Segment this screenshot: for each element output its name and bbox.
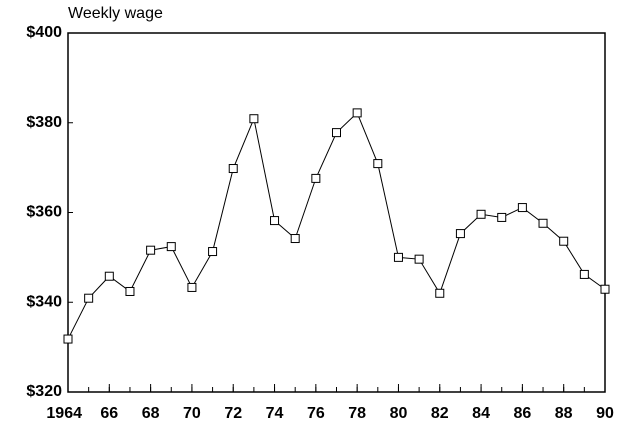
marker <box>352 108 362 118</box>
y-tick-label: $380 <box>26 114 62 131</box>
marker <box>166 242 176 252</box>
marker <box>104 271 114 281</box>
x-tick-label: 80 <box>390 405 408 422</box>
marker <box>208 247 218 257</box>
marker <box>84 293 94 303</box>
marker <box>63 334 73 344</box>
marker <box>579 269 589 279</box>
y-tick-label: $400 <box>26 24 62 41</box>
marker <box>373 159 383 169</box>
x-tick-label: 70 <box>183 405 201 422</box>
marker <box>125 286 135 296</box>
x-tick-label: 88 <box>555 405 573 422</box>
marker <box>249 114 259 124</box>
marker <box>517 203 527 213</box>
marker <box>414 254 424 264</box>
y-tick-label: $320 <box>26 383 62 400</box>
marker <box>455 229 465 239</box>
x-tick-label: 72 <box>224 405 242 422</box>
marker <box>146 245 156 255</box>
marker <box>332 128 341 138</box>
x-tick-label: 86 <box>513 405 531 422</box>
y-tick-label: $340 <box>26 293 62 310</box>
x-tick-label: 84 <box>472 405 490 422</box>
marker <box>228 164 238 174</box>
x-tick-label: 1964 <box>46 405 82 422</box>
x-tick-label: 74 <box>266 405 284 422</box>
marker <box>476 209 486 219</box>
x-tick-label: 66 <box>100 405 118 422</box>
marker <box>270 216 280 226</box>
marker <box>187 282 197 292</box>
marker <box>497 212 507 222</box>
marker <box>290 234 300 244</box>
x-tick-label: 82 <box>431 405 449 422</box>
y-tick-label: $360 <box>26 204 62 221</box>
line <box>67 112 606 340</box>
plot-frame <box>67 32 606 393</box>
x-tick-label: 68 <box>142 405 160 422</box>
x-tick-label: 90 <box>596 405 614 422</box>
x-tick-label: 76 <box>307 405 325 422</box>
marker <box>538 218 548 228</box>
chart-title: Weekly wage <box>68 5 163 22</box>
marker <box>311 173 321 183</box>
x-tick-label: 78 <box>348 405 366 422</box>
marker <box>393 252 403 262</box>
marker <box>559 236 569 246</box>
marker <box>435 288 445 298</box>
marker <box>600 284 610 294</box>
